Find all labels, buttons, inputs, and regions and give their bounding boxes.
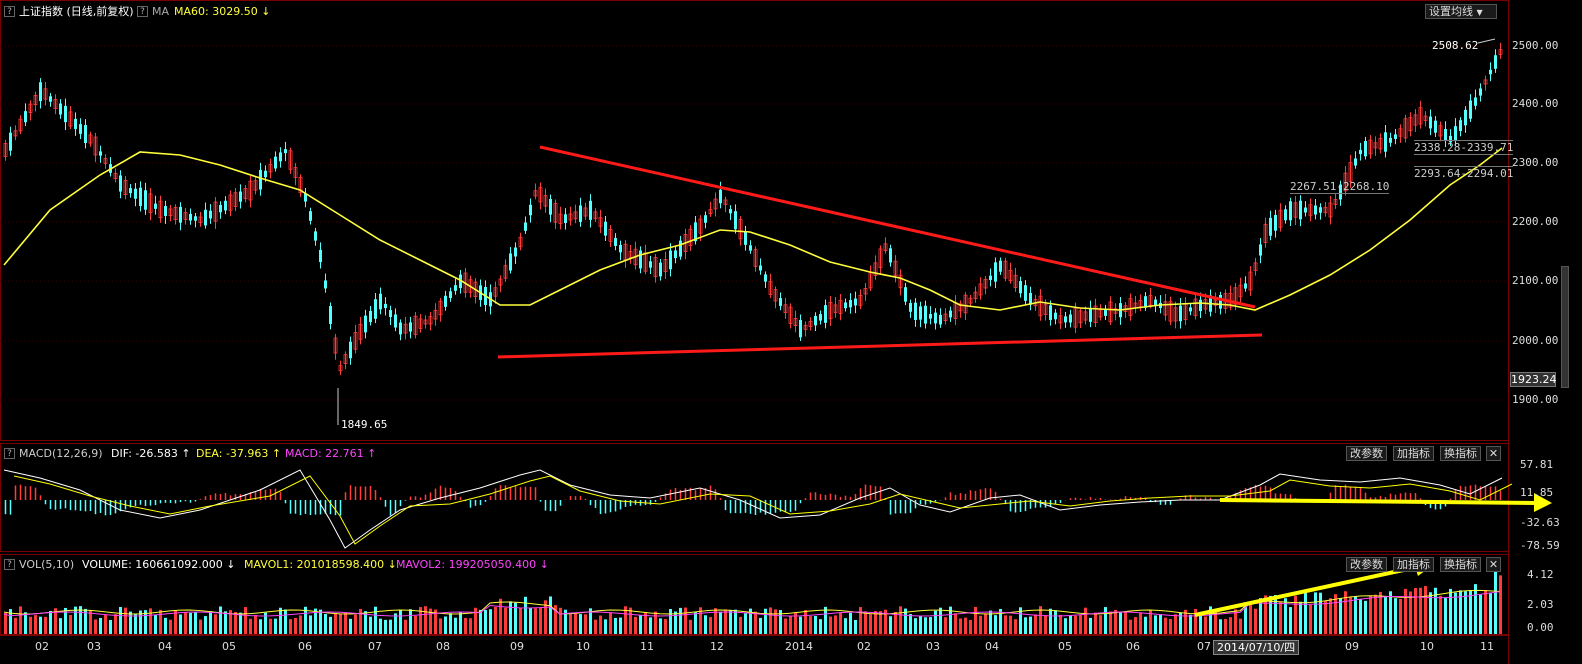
x-axis-label: 10 bbox=[576, 640, 590, 653]
volume-value: VOLUME: 160661092.000 bbox=[82, 558, 223, 571]
vol-add-indicator-button[interactable]: 加指标 bbox=[1393, 557, 1434, 572]
x-axis-label: 09 bbox=[510, 640, 524, 653]
indicator-lines bbox=[3, 147, 1513, 617]
price-y-tick: 2500.00 bbox=[1512, 39, 1559, 52]
high-price-label: 2508.62 bbox=[1432, 39, 1479, 52]
volume-arrow: ↓ bbox=[226, 558, 236, 571]
x-axis-label: 06 bbox=[298, 640, 312, 653]
x-axis-label: 02 bbox=[857, 640, 871, 653]
vol-volume: VOLUME: 160661092.000 ↓ bbox=[82, 558, 235, 571]
support-trendline[interactable] bbox=[497, 333, 1263, 359]
chart-subtitle: (日线,前复权) bbox=[66, 5, 134, 18]
vol-title: VOL(5,10) bbox=[19, 558, 75, 571]
vol-y-tick: 2.03 bbox=[1527, 598, 1554, 611]
x-axis-label: 05 bbox=[222, 640, 236, 653]
x-axis-label: 07 bbox=[1197, 640, 1211, 653]
macd-zero-arrow[interactable] bbox=[1219, 493, 1552, 512]
ma60-readout: MA60: 3029.50 ↓ bbox=[174, 5, 270, 18]
x-axis-label: 05 bbox=[1058, 640, 1072, 653]
price-grid bbox=[0, 45, 1508, 401]
x-axis-label: 06 bbox=[1126, 640, 1140, 653]
price-annotation-1: 2338.28-2339.71 bbox=[1414, 140, 1514, 155]
macd-macd: MACD: 22.761 ↑ bbox=[285, 447, 376, 460]
macd-arrow: ↑ bbox=[367, 447, 377, 460]
vol-mavol2: MAVOL2: 199205050.400 ↓ bbox=[396, 558, 549, 571]
vol-y-tick: 0.00 bbox=[1527, 621, 1554, 634]
mavol1-arrow: ↓ bbox=[387, 558, 397, 571]
x-axis-label: 09 bbox=[1345, 640, 1359, 653]
macd-switch-indicator-button[interactable]: 换指标 bbox=[1440, 446, 1481, 461]
chart-title: 上证指数 (日线,前复权) bbox=[19, 5, 134, 18]
help-icon[interactable]: ? bbox=[4, 6, 15, 17]
vol-close-icon[interactable]: ✕ bbox=[1486, 557, 1501, 572]
x-axis-label: 11 bbox=[640, 640, 654, 653]
macd-histogram bbox=[4, 484, 1502, 516]
x-axis-label: 12 bbox=[710, 640, 724, 653]
macd-y-tick: 57.81 bbox=[1520, 458, 1554, 471]
macd-y-tick: -78.59 bbox=[1520, 539, 1560, 552]
x-axis-label: 07 bbox=[368, 640, 382, 653]
macd-add-indicator-button[interactable]: 加指标 bbox=[1393, 446, 1434, 461]
macd-dea: DEA: -37.963 ↑ bbox=[196, 447, 281, 460]
low-price-label: 1849.65 bbox=[341, 418, 388, 431]
high-marker bbox=[1477, 38, 1496, 44]
volume-bars bbox=[4, 570, 1502, 634]
candlesticks bbox=[3, 42, 1503, 376]
price-y-tick: 2200.00 bbox=[1512, 215, 1559, 228]
mavol1-value: MAVOL1: 201018598.400 bbox=[244, 558, 385, 571]
macd-title: MACD(12,26,9) bbox=[19, 447, 103, 460]
ma-toggle[interactable]: MA bbox=[152, 5, 170, 18]
ma60-value: MA60: 3029.50 bbox=[174, 5, 258, 18]
ma-help-icon[interactable]: ? bbox=[137, 6, 148, 17]
x-axis-label: 08 bbox=[436, 640, 450, 653]
macd-close-icon[interactable]: ✕ bbox=[1486, 446, 1501, 461]
dif-value: DIF: -26.583 bbox=[111, 447, 178, 460]
price-y-tick: 2100.00 bbox=[1512, 274, 1559, 287]
x-axis-label: 11 bbox=[1480, 640, 1494, 653]
macd-y-tick: -32.63 bbox=[1520, 516, 1560, 529]
price-y-tick: 1900.00 bbox=[1512, 393, 1559, 406]
vol-y-tick: 4.12 bbox=[1527, 568, 1554, 581]
x-axis-label: 03 bbox=[87, 640, 101, 653]
x-axis-label: 03 bbox=[926, 640, 940, 653]
x-axis-label: 04 bbox=[985, 640, 999, 653]
vol-mavol1: MAVOL1: 201018598.400 ↓ bbox=[244, 558, 397, 571]
macd-change-params-button[interactable]: 改参数 bbox=[1346, 446, 1387, 461]
macd-help-icon[interactable]: ? bbox=[4, 448, 15, 459]
ma60-arrow: ↓ bbox=[261, 5, 271, 18]
index-name: 上证指数 bbox=[19, 5, 63, 18]
dropdown-arrow-icon: ▼ bbox=[1476, 8, 1483, 17]
x-axis-label: 02 bbox=[35, 640, 49, 653]
current-price-label: 1923.24 bbox=[1510, 372, 1557, 387]
vol-change-params-button[interactable]: 改参数 bbox=[1346, 557, 1387, 572]
x-axis-label: 04 bbox=[158, 640, 172, 653]
scroll-handle-icon[interactable] bbox=[1561, 266, 1569, 388]
vol-help-icon[interactable]: ? bbox=[4, 559, 15, 570]
dif-arrow: ↑ bbox=[181, 447, 191, 460]
cursor-date-label: 2014/07/10/四 bbox=[1213, 640, 1300, 655]
settings-ma-button[interactable]: 设置均线 ▼ bbox=[1425, 4, 1497, 19]
price-annotation-2: 2293.64-2294.01 bbox=[1414, 166, 1514, 180]
mavol2-value: MAVOL2: 199205050.400 bbox=[396, 558, 537, 571]
price-y-tick: 2400.00 bbox=[1512, 97, 1559, 110]
dea-arrow: ↑ bbox=[271, 447, 282, 460]
price-annotation-3: 2267.51-2268.10 bbox=[1290, 180, 1390, 194]
macd-y-tick: 11.85 bbox=[1520, 486, 1554, 499]
x-axis-label: 2014 bbox=[785, 640, 813, 653]
settings-ma-label: 设置均线 bbox=[1429, 5, 1473, 18]
macd-dif: DIF: -26.583 ↑ bbox=[111, 447, 191, 460]
dea-value: DEA: -37.963 bbox=[196, 447, 269, 460]
resistance-trendline[interactable] bbox=[539, 145, 1256, 309]
vol-switch-indicator-button[interactable]: 换指标 bbox=[1440, 557, 1481, 572]
x-axis-label: 10 bbox=[1420, 640, 1434, 653]
macd-value: MACD: 22.761 bbox=[285, 447, 364, 460]
price-y-tick: 2300.00 bbox=[1512, 156, 1559, 169]
mavol2-arrow: ↓ bbox=[539, 558, 549, 571]
price-y-tick: 2000.00 bbox=[1512, 334, 1559, 347]
